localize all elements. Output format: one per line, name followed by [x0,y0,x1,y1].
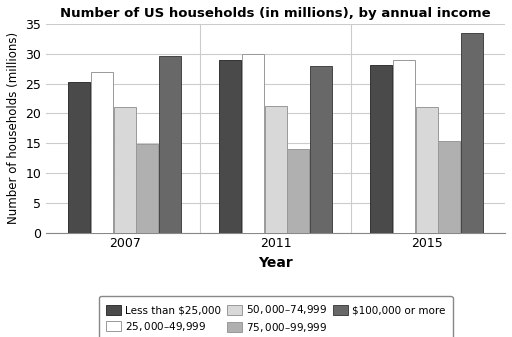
Bar [219,60,241,233]
Bar [242,54,264,233]
Bar [416,108,438,233]
Y-axis label: Number of households (millions): Number of households (millions) [7,32,20,224]
Bar [114,108,136,233]
Bar [370,65,392,233]
Bar [438,141,460,233]
Bar [461,33,483,233]
Bar [69,82,91,233]
Bar [310,66,332,233]
Bar [287,149,309,233]
Bar [393,60,415,233]
Legend: Less than $25,000, $25,000–$49,999, $50,000–$74,999, $75,000–$99,999, $100,000 o: Less than $25,000, $25,000–$49,999, $50,… [99,296,453,337]
X-axis label: Year: Year [258,256,293,270]
Bar [136,144,158,233]
Title: Number of US households (in millions), by annual income: Number of US households (in millions), b… [60,7,491,20]
Bar [265,106,287,233]
Bar [91,71,113,233]
Bar [159,56,181,233]
